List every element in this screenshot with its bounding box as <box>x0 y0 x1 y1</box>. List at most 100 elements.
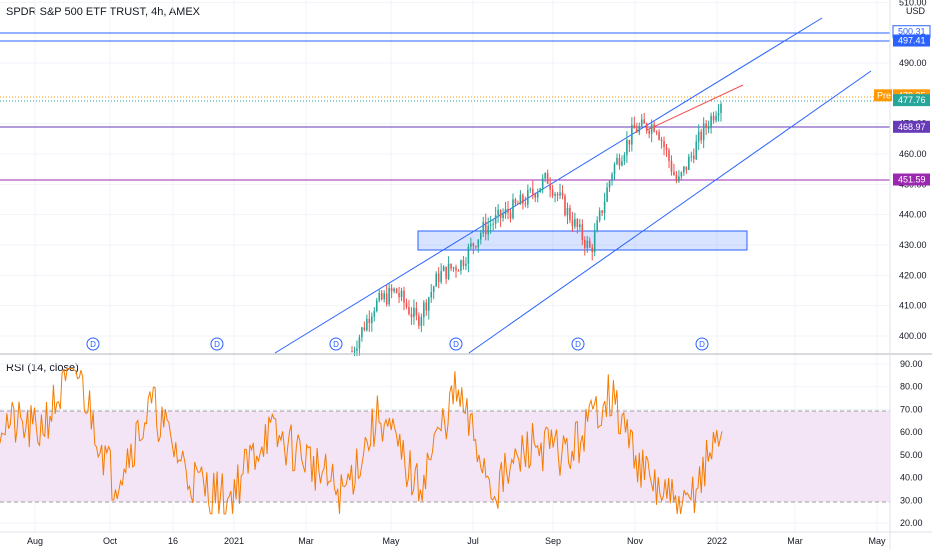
candle-body <box>405 302 408 307</box>
candle-body <box>351 351 353 353</box>
time-tick-label: Oct <box>103 536 118 546</box>
candle-body <box>492 223 494 225</box>
candle-body <box>608 180 611 188</box>
price-tick-label: 420.00 <box>899 270 927 280</box>
candle-body <box>551 189 554 196</box>
candle-body <box>479 233 482 240</box>
candle-body <box>700 131 702 141</box>
candle-body <box>628 139 631 145</box>
price-tick-label: 430.00 <box>899 240 927 250</box>
candle-body <box>470 243 472 247</box>
candle-body <box>390 287 393 292</box>
candle-body <box>621 160 623 166</box>
candle-body <box>574 219 576 227</box>
dividend-marker[interactable] <box>210 337 224 351</box>
rsi-tick-label: 20.00 <box>900 518 923 528</box>
dividend-marker[interactable] <box>329 337 343 351</box>
candle-body <box>509 212 512 219</box>
candle-body <box>549 183 551 190</box>
candle-body <box>452 267 455 269</box>
candle-body <box>717 112 720 116</box>
candle-body <box>683 166 685 173</box>
candle-body <box>383 293 385 300</box>
candle-body <box>440 271 442 282</box>
rsi-tick-label: 30.00 <box>900 495 923 505</box>
candle-body <box>695 141 698 160</box>
candle-body <box>358 337 361 349</box>
candle-body <box>588 240 591 248</box>
candle-body <box>445 266 447 279</box>
price-tag <box>893 94 930 107</box>
candle-body <box>601 210 603 213</box>
candle-body <box>420 317 423 326</box>
candle-body <box>457 270 460 272</box>
dividend-marker[interactable] <box>571 337 585 351</box>
candle-body <box>477 239 480 248</box>
candle-body <box>581 224 584 240</box>
price-axis[interactable]: 510.00490.00470.00460.00450.00440.00430.… <box>899 0 927 341</box>
rsi-tick-label: 90.00 <box>900 359 923 369</box>
candle-body <box>678 176 680 182</box>
candle-body <box>680 172 683 177</box>
dividend-marker-label: D <box>699 340 705 349</box>
candle-body <box>415 307 418 316</box>
candle-body <box>633 124 636 129</box>
candle-body <box>465 263 467 266</box>
candle-body <box>378 292 381 301</box>
time-tick-label: 2022 <box>707 536 727 546</box>
candle-body <box>366 318 368 331</box>
time-axis[interactable]: Aug Oct 16 2021 Mar May Jul Sep Nov 2022 Mar May <box>27 536 886 546</box>
candle-body <box>566 207 569 216</box>
candle-body <box>576 219 579 228</box>
candle-body <box>668 150 670 161</box>
dividend-marker[interactable] <box>449 337 463 351</box>
candle-body <box>529 188 532 190</box>
candle-body <box>670 160 673 172</box>
candle-body <box>430 292 433 298</box>
candle-body <box>593 231 596 253</box>
candle-body <box>363 327 366 331</box>
candle-body <box>653 124 655 132</box>
candle-body <box>707 127 710 129</box>
candle-body <box>398 293 400 298</box>
dividend-marker-label: D <box>214 340 220 349</box>
candle-body <box>371 316 373 324</box>
price-tick-label: 460.00 <box>899 149 927 159</box>
rsi-title: RSI (14, close) <box>6 362 79 374</box>
price-tag <box>893 120 930 133</box>
candle-body <box>712 115 715 121</box>
dividend-marker[interactable] <box>86 337 100 351</box>
time-tick-label: Sep <box>545 536 561 546</box>
candle-body <box>499 209 502 219</box>
candle-body <box>472 243 475 247</box>
candle-body <box>380 292 383 300</box>
channel-lower-line[interactable] <box>468 70 872 354</box>
rsi-tick-label: 70.00 <box>900 404 923 414</box>
candle-body <box>546 173 549 184</box>
rsi-axis[interactable]: 90.00 80.00 70.00 60.00 50.00 40.00 30.00 20.00 <box>900 359 923 528</box>
candle-body <box>519 194 522 205</box>
candle-body <box>450 263 452 269</box>
candle-body <box>623 154 626 161</box>
trend-line[interactable] <box>646 84 744 131</box>
candle-body <box>427 297 430 311</box>
candle-body <box>586 240 589 248</box>
candle-body <box>395 288 398 294</box>
price-tag-label: 451.59 <box>898 175 926 185</box>
candle-body <box>702 123 705 141</box>
rsi-tick-label: 80.00 <box>900 382 923 392</box>
candle-body <box>616 158 618 165</box>
candle-body <box>598 210 601 221</box>
channel-upper-line[interactable] <box>274 17 823 354</box>
candle-body <box>720 103 722 113</box>
candle-body <box>514 199 517 204</box>
dividend-marker[interactable] <box>695 337 709 351</box>
candle-body <box>534 194 537 198</box>
candle-body <box>487 225 490 235</box>
candle-body <box>675 174 678 182</box>
candle-body <box>559 192 561 196</box>
candle-body <box>635 128 638 133</box>
